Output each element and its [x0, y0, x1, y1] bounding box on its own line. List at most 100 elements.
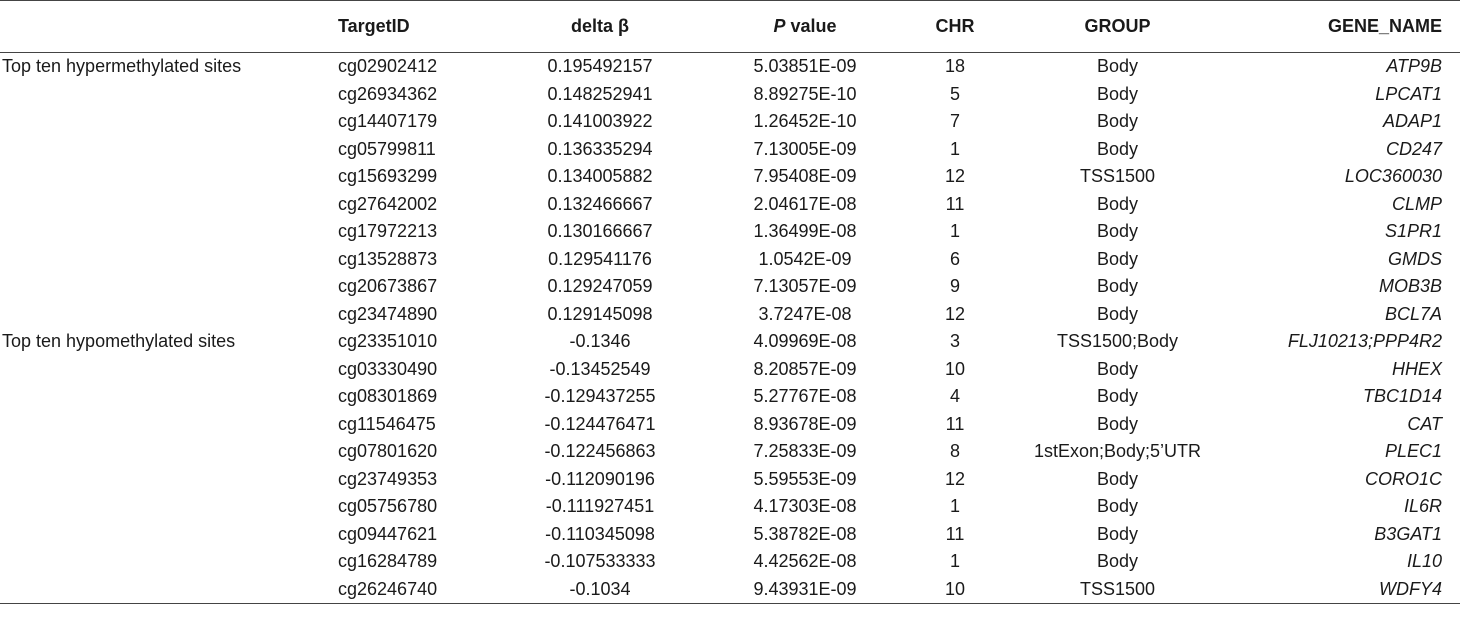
- header-row: TargetID delta β P value CHR GROUP GENE_…: [0, 0, 1460, 53]
- cell-gene-name: LPCAT1: [1375, 83, 1442, 104]
- cell-chr: 11: [945, 193, 965, 214]
- header-blank: [0, 0, 320, 53]
- row-group-label: [0, 218, 320, 246]
- cell-gene-name: WDFY4: [1230, 575, 1460, 604]
- cell-chr: 12: [944, 468, 966, 489]
- cell-group: Body: [1096, 303, 1139, 324]
- cell-target-id: cg08301869: [338, 386, 438, 406]
- table-row: cg27642002 0.132466667 2.04617E-08 11 Body CL…: [0, 191, 1460, 219]
- cell-target-id: cg09447621: [338, 523, 438, 544]
- cell-p-value: 5.38782E-08: [753, 523, 857, 544]
- row-group-label: [0, 493, 320, 521]
- cell-p-value: 1.0542E-09: [758, 248, 852, 269]
- cell-delta-beta: 0.148252941: [547, 83, 653, 104]
- row-group-label: [0, 191, 320, 219]
- cell-p-value: 4.09969E-08: [753, 331, 857, 351]
- cell-target-id: cg07801620: [338, 441, 438, 461]
- cell-p-value: 3.7247E-08: [758, 303, 852, 324]
- cell-target-id: cg23749353: [338, 468, 438, 489]
- methylation-sites-table: TargetID delta β P value CHR GROUP GENE_…: [0, 0, 1460, 604]
- table-row: cg09447621 -0.110345098 5.38782E-08 11 Body B…: [0, 521, 1460, 549]
- cell-p-value: 8.93678E-09: [753, 413, 857, 434]
- cell-group: Body: [1096, 551, 1139, 571]
- row-group-label: [0, 246, 320, 274]
- row-group-label: [0, 81, 320, 109]
- cell-delta-beta: 0.195492157: [547, 56, 653, 76]
- row-group-label: [0, 438, 320, 466]
- cell-chr: 12: [944, 166, 966, 186]
- table-header: TargetID delta β P value CHR GROUP GENE_…: [0, 0, 1460, 53]
- table-row: cg14407179 0.141003922 1.26452E-10 7 Body ADA…: [0, 108, 1460, 136]
- cell-group: Body: [1096, 523, 1139, 544]
- cell-gene-name: PLEC1: [1384, 441, 1442, 461]
- table-row: cg13528873 0.129541176 1.0542E-09 6 Body GMDS: [0, 246, 1460, 274]
- cell-p-value: 8.20857E-09: [753, 358, 857, 379]
- cell-group: Body: [1096, 138, 1139, 159]
- table-row: cg20673867 0.129247059 7.13057E-09 9 Body MOB…: [0, 273, 1460, 301]
- cell-gene-name: FLJ10213;PPP4R2: [1287, 331, 1442, 351]
- table-row: cg26246740 -0.1034 9.43931E-09 10 TSS1500 WDF…: [0, 575, 1460, 604]
- cell-gene-name: BCL7A: [1384, 303, 1442, 324]
- cell-chr: 8: [949, 441, 960, 461]
- cell-gene-name: IL10: [1406, 551, 1442, 571]
- cell-target-id: cg26246740: [320, 575, 495, 604]
- cell-chr: 4: [949, 386, 960, 406]
- cell-gene-name: CD247: [1385, 138, 1442, 159]
- table-body: Top ten hypermethylated sites cg02902412 0…: [0, 53, 1460, 604]
- cell-gene-name: MOB3B: [1378, 276, 1442, 296]
- cell-group: Body: [1096, 468, 1139, 489]
- row-group-label: [0, 163, 320, 191]
- cell-delta-beta: 0.141003922: [547, 111, 653, 131]
- cell-gene-name: CAT: [1407, 413, 1442, 434]
- cell-p-value: 8.89275E-10: [753, 83, 857, 104]
- cell-delta-beta: 0.129145098: [547, 303, 653, 324]
- cell-chr: 6: [949, 248, 960, 269]
- cell-chr: 9: [949, 276, 960, 296]
- cell-target-id: cg13528873: [338, 248, 438, 269]
- row-group-label: [0, 136, 320, 164]
- header-delta-beta: delta β: [495, 0, 705, 53]
- cell-delta-beta: -0.1034: [495, 575, 705, 604]
- cell-delta-beta: -0.112090196: [545, 468, 655, 489]
- cell-gene-name: TBC1D14: [1362, 386, 1442, 406]
- cell-delta-beta: -0.111927451: [545, 496, 655, 516]
- table-row: cg23749353 -0.112090196 5.59553E-09 12 Body C…: [0, 466, 1460, 494]
- cell-target-id: cg15693299: [338, 166, 438, 186]
- cell-target-id: cg23351010: [338, 331, 438, 351]
- cell-group: Body: [1096, 248, 1139, 269]
- row-group-label: [0, 383, 320, 411]
- header-group: GROUP: [1005, 0, 1230, 53]
- cell-chr: 12: [944, 303, 966, 324]
- cell-chr: 10: [944, 358, 966, 379]
- cell-target-id: cg20673867: [338, 276, 438, 296]
- header-chr: CHR: [905, 0, 1005, 53]
- row-group-label: [0, 301, 320, 329]
- table-row: cg05756780 -0.111927451 4.17303E-08 1 Body IL…: [0, 493, 1460, 521]
- cell-p-value: 1.26452E-10: [753, 111, 857, 131]
- cell-p-value: 9.43931E-09: [705, 575, 905, 604]
- cell-p-value: 4.17303E-08: [753, 496, 857, 516]
- cell-target-id: cg16284789: [338, 551, 438, 571]
- cell-gene-name: S1PR1: [1384, 221, 1442, 241]
- row-group-label: [0, 273, 320, 301]
- table-row: cg23474890 0.129145098 3.7247E-08 12 Body BCL…: [0, 301, 1460, 329]
- cell-target-id: cg03330490: [338, 358, 438, 379]
- cell-delta-beta: 0.134005882: [547, 166, 653, 186]
- cell-p-value: 5.59553E-09: [753, 468, 857, 489]
- header-target-id: TargetID: [320, 0, 495, 53]
- cell-chr: 3: [949, 331, 960, 351]
- cell-chr: 11: [945, 523, 965, 544]
- row-group-label: [0, 356, 320, 384]
- cell-p-value: 5.03851E-09: [753, 56, 857, 76]
- cell-delta-beta: -0.1346: [569, 331, 631, 351]
- row-group-label: [0, 411, 320, 439]
- table-row: cg15693299 0.134005882 7.95408E-09 12 TSS150…: [0, 163, 1460, 191]
- cell-group: TSS1500;Body: [1056, 331, 1179, 351]
- cell-target-id: cg14407179: [338, 111, 438, 131]
- cell-delta-beta: -0.129437255: [544, 386, 656, 406]
- cell-gene-name: HHEX: [1391, 358, 1442, 379]
- cell-p-value: 2.04617E-08: [753, 193, 857, 214]
- cell-p-value: 7.95408E-09: [753, 166, 857, 186]
- cell-delta-beta: -0.13452549: [549, 358, 651, 379]
- cell-p-value: 7.13005E-09: [753, 138, 857, 159]
